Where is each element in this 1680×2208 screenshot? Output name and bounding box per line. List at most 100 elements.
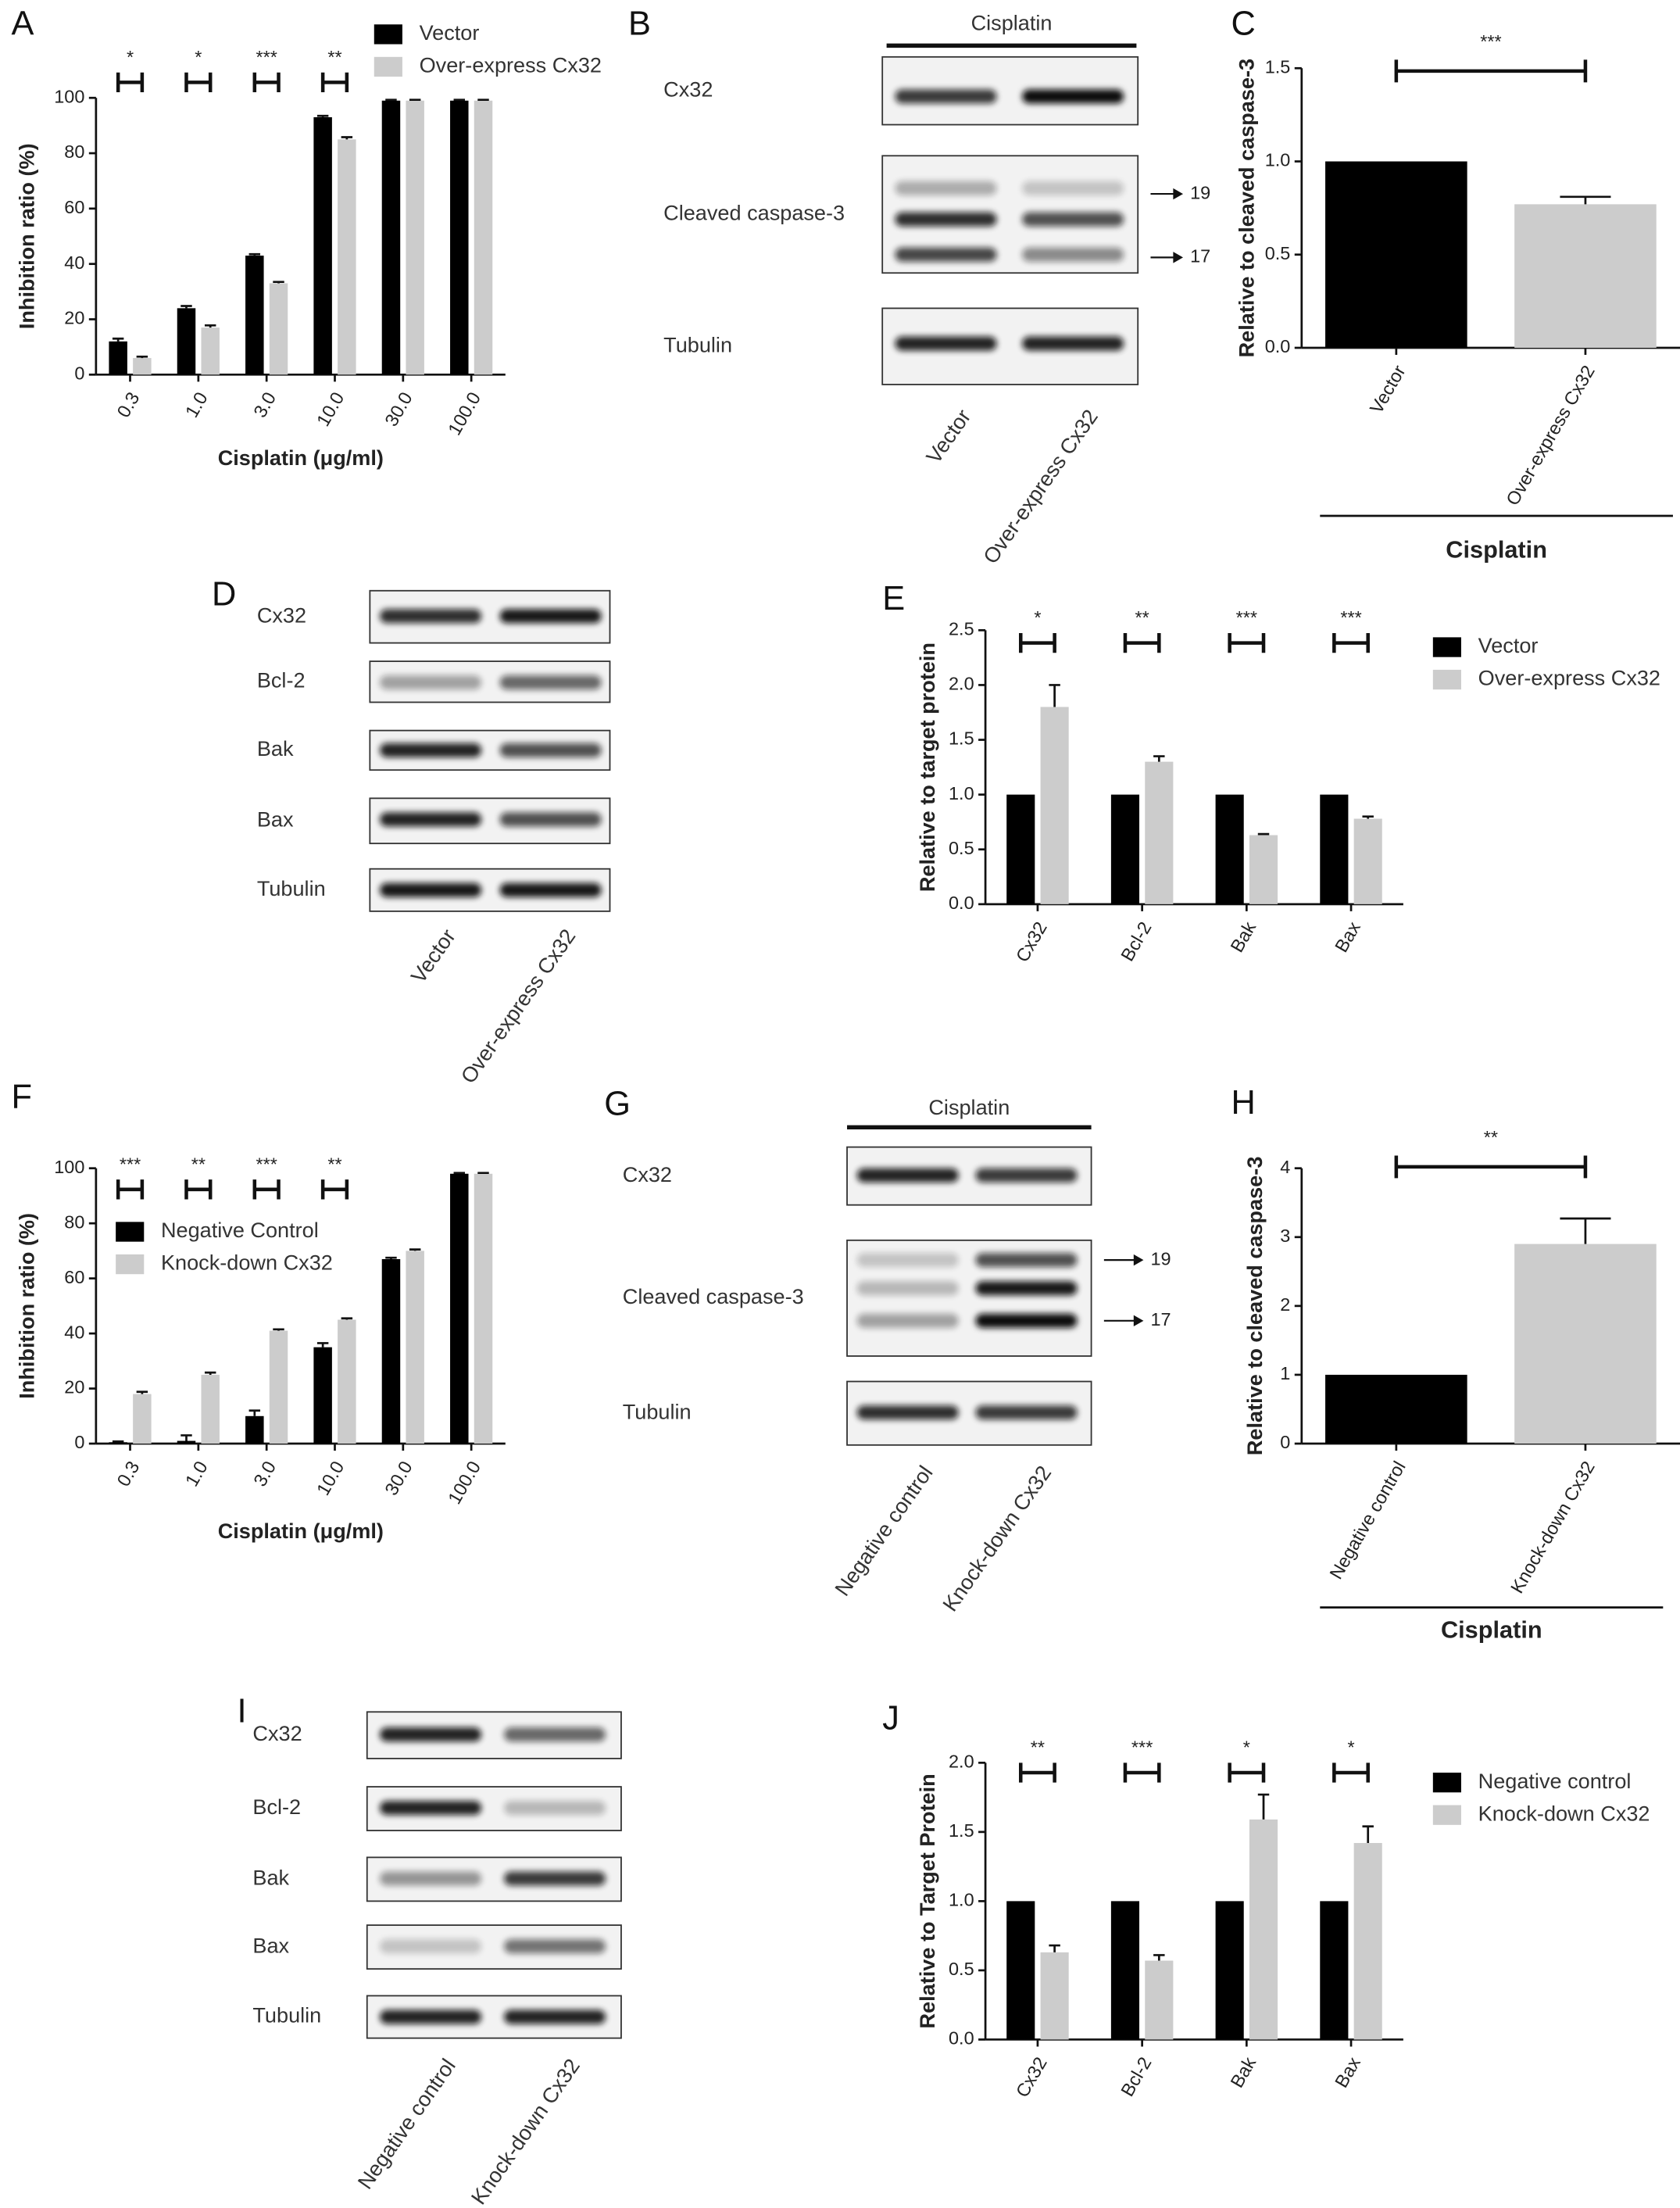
bar	[474, 1173, 493, 1444]
lane-label: Knock-down Cx32	[466, 2054, 584, 2208]
legend-swatch	[374, 56, 402, 77]
blot-row-label: Tubulin	[623, 1399, 692, 1423]
x-tick-label: Bax	[1331, 918, 1364, 956]
blot-row-label: Cleaved caspase-3	[663, 200, 845, 224]
error-bar	[181, 305, 192, 309]
error-bar	[112, 1440, 124, 1443]
error-bar	[273, 1328, 284, 1331]
blot-band	[975, 1253, 1078, 1268]
y-tick-label: 1.5	[949, 1820, 974, 1841]
blot-band	[856, 1281, 959, 1296]
bar	[406, 100, 424, 375]
marker-arrowhead	[1173, 188, 1184, 200]
bar	[338, 139, 356, 375]
blot-band	[895, 212, 997, 227]
significance-bracket	[1123, 632, 1161, 653]
x-tick-label: 1.0	[181, 1458, 212, 1490]
blot-band	[975, 1313, 1078, 1328]
bar	[1325, 161, 1467, 348]
blot-band	[504, 1801, 606, 1816]
blot-band	[380, 609, 482, 624]
error-bar	[136, 355, 148, 359]
legend-label: Negative control	[1478, 1769, 1632, 1793]
blot-row-label: Bak	[257, 736, 294, 760]
x-tick-label: 30.0	[381, 388, 416, 430]
legend-label: Negative Control	[161, 1218, 319, 1242]
blot-band	[856, 1168, 959, 1183]
legend-label: Over-express Cx32	[1478, 666, 1660, 690]
marker-arrowhead	[1133, 1315, 1144, 1327]
bar	[1320, 1901, 1349, 2040]
x-tick-label: Bcl-2	[1117, 918, 1155, 964]
error-bar	[1153, 1954, 1165, 1961]
significance-bracket	[252, 72, 281, 92]
y-tick-label: 60	[64, 197, 84, 217]
y-tick-label: 60	[64, 1267, 84, 1287]
significance-bracket	[116, 72, 145, 92]
x-tick-label: Negative control	[1325, 1458, 1409, 1583]
bar	[1006, 794, 1035, 904]
x-tick-label: Cx32	[1012, 2053, 1051, 2100]
panel-letter: G	[604, 1086, 631, 1123]
blot-band	[504, 1939, 606, 1954]
blot-band	[975, 1281, 1078, 1296]
legend-swatch	[116, 1254, 145, 1275]
bar	[245, 1415, 264, 1444]
error-bar	[453, 1172, 466, 1175]
significance-label: ***	[1340, 607, 1361, 628]
significance-bracket	[184, 72, 213, 92]
legend-label: Vector	[1478, 633, 1539, 657]
error-bar	[341, 1317, 353, 1320]
y-tick-label: 0.0	[1265, 336, 1291, 356]
error-bar	[341, 136, 353, 140]
blot-band	[504, 1871, 606, 1886]
x-tick-label: 30.0	[381, 1458, 416, 1499]
y-tick-label: 3	[1280, 1226, 1290, 1246]
x-tick-label: Bak	[1227, 918, 1260, 956]
blot-band	[499, 675, 602, 690]
error-bar	[1560, 1217, 1611, 1244]
bar	[338, 1319, 356, 1444]
blot-row-label: Cleaved caspase-3	[623, 1284, 804, 1308]
y-tick-label: 4	[1280, 1157, 1290, 1177]
bar	[269, 1330, 288, 1444]
y-tick-label: 2.0	[949, 674, 974, 694]
bar	[450, 1173, 469, 1444]
blot-row-label: Cx32	[257, 603, 306, 627]
error-bar	[1257, 832, 1270, 836]
bar	[1215, 1901, 1244, 2040]
significance-bracket	[252, 1179, 281, 1200]
blot-band	[380, 812, 482, 827]
y-tick-label: 100	[54, 1157, 84, 1177]
significance-bracket	[1228, 1762, 1266, 1783]
y-axis-label: Inhibition ratio (%)	[14, 1213, 38, 1399]
blot-band	[380, 882, 482, 897]
bar	[1353, 818, 1382, 904]
bar	[1353, 1843, 1382, 2040]
blot-band	[499, 812, 602, 827]
legend-swatch	[1432, 637, 1461, 657]
panel-letter: I	[238, 1693, 247, 1730]
marker-label: 17	[1150, 1309, 1171, 1329]
bar	[1040, 1952, 1069, 2040]
blot-band	[895, 336, 997, 351]
significance-label: *	[195, 47, 202, 67]
panel-letter: D	[212, 575, 236, 613]
x-axis-label: Cisplatin (μg/ml)	[218, 446, 384, 470]
blot-band	[895, 89, 997, 104]
significance-bracket	[1123, 1762, 1161, 1783]
bar	[474, 100, 493, 375]
y-tick-label: 20	[64, 308, 84, 328]
panel-letter: B	[628, 5, 651, 43]
error-bar	[248, 252, 261, 256]
blot-row-label: Cx32	[623, 1162, 672, 1186]
marker-arrowhead	[1173, 252, 1184, 263]
bar	[1006, 1901, 1035, 2040]
y-tick-label: 1.5	[1265, 56, 1291, 77]
bar	[1215, 794, 1244, 904]
x-tick-label: Over-express Cx32	[1502, 362, 1599, 509]
panel-letter: J	[882, 1700, 899, 1737]
legend-swatch	[116, 1222, 145, 1242]
x-tick-label: Knock-down Cx32	[1507, 1458, 1599, 1597]
